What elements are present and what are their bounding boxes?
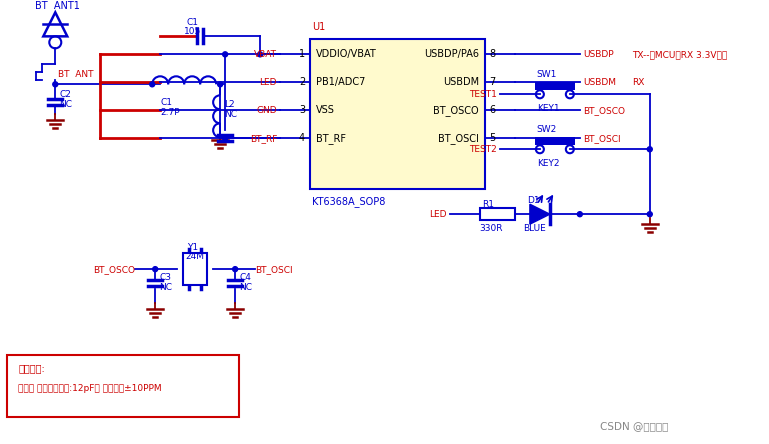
Bar xyxy=(480,208,515,220)
Text: 2: 2 xyxy=(299,77,305,87)
Circle shape xyxy=(223,136,228,141)
Text: Y1: Y1 xyxy=(187,243,198,252)
Text: SW2: SW2 xyxy=(537,125,557,134)
Text: VBAT: VBAT xyxy=(254,50,277,59)
Text: R1: R1 xyxy=(482,200,494,209)
Text: BT_OSCI: BT_OSCI xyxy=(255,265,293,274)
Text: 1: 1 xyxy=(299,49,305,59)
Text: VSS: VSS xyxy=(316,105,335,115)
Text: BT_RF: BT_RF xyxy=(250,134,277,143)
Text: BT  ANT: BT ANT xyxy=(58,70,94,79)
Text: C1: C1 xyxy=(186,18,198,27)
Text: 105: 105 xyxy=(184,27,201,36)
Text: 5: 5 xyxy=(489,133,495,143)
Circle shape xyxy=(647,212,652,217)
Text: CSDN @清月电子: CSDN @清月电子 xyxy=(600,421,668,431)
Text: BT_OSCO: BT_OSCO xyxy=(583,106,625,115)
Circle shape xyxy=(578,212,582,217)
Bar xyxy=(310,40,485,189)
Circle shape xyxy=(233,267,238,272)
Text: KT6368A_SOP8: KT6368A_SOP8 xyxy=(312,196,385,206)
Text: TX--接MCU的RX 3.3V电平: TX--接MCU的RX 3.3V电平 xyxy=(632,50,727,59)
Text: BT  ANT1: BT ANT1 xyxy=(35,1,80,12)
Text: SW1: SW1 xyxy=(537,70,558,79)
Text: C2: C2 xyxy=(59,90,72,99)
Text: VDDIO/VBAT: VDDIO/VBAT xyxy=(316,49,377,59)
Text: 6: 6 xyxy=(489,105,495,115)
Text: NC: NC xyxy=(239,283,252,292)
Circle shape xyxy=(223,52,228,57)
Circle shape xyxy=(647,147,652,152)
Text: BT_OSCI: BT_OSCI xyxy=(438,133,479,144)
Text: KEY1: KEY1 xyxy=(537,104,560,113)
Bar xyxy=(183,253,207,285)
Text: D1: D1 xyxy=(527,196,540,205)
Text: 24M: 24M xyxy=(185,252,205,261)
Text: 8: 8 xyxy=(489,49,495,59)
Circle shape xyxy=(258,52,262,57)
Text: LED: LED xyxy=(429,210,447,219)
Text: 3: 3 xyxy=(299,105,305,115)
Circle shape xyxy=(150,82,155,87)
Text: BLUE: BLUE xyxy=(523,224,546,233)
Polygon shape xyxy=(530,204,550,224)
Text: 7: 7 xyxy=(489,77,495,87)
Text: BT_OSCO: BT_OSCO xyxy=(433,105,479,116)
Text: 4: 4 xyxy=(299,133,305,143)
Text: C3: C3 xyxy=(159,273,171,281)
Text: BT_OSCO: BT_OSCO xyxy=(93,265,135,274)
Circle shape xyxy=(218,82,223,87)
Text: USBDM: USBDM xyxy=(443,77,479,87)
Circle shape xyxy=(153,267,158,272)
Text: BT_OSCI: BT_OSCI xyxy=(583,134,621,143)
Text: NC: NC xyxy=(59,100,72,109)
Text: 2.7P: 2.7P xyxy=(160,108,180,117)
Text: USBDM: USBDM xyxy=(583,78,616,87)
Text: USBDP/PA6: USBDP/PA6 xyxy=(424,49,479,59)
Text: PB1/ADC7: PB1/ADC7 xyxy=(316,77,365,87)
Text: C4: C4 xyxy=(239,273,251,281)
Circle shape xyxy=(53,82,58,87)
Text: L2: L2 xyxy=(224,100,235,109)
Text: KEY2: KEY2 xyxy=(537,159,559,168)
Text: NC: NC xyxy=(159,283,172,292)
Text: C1: C1 xyxy=(160,98,172,107)
Text: TEST2: TEST2 xyxy=(469,145,497,154)
Text: GND: GND xyxy=(257,106,277,115)
Text: BT_RF: BT_RF xyxy=(316,133,346,144)
Text: USBDP: USBDP xyxy=(583,50,614,59)
Text: 晶振选型:: 晶振选型: xyxy=(18,363,45,373)
Text: NC: NC xyxy=(224,110,237,119)
Bar xyxy=(535,82,575,90)
Text: LED: LED xyxy=(260,78,277,87)
Text: U1: U1 xyxy=(312,22,325,32)
Text: RX: RX xyxy=(632,78,644,87)
Text: 330R: 330R xyxy=(479,224,502,233)
FancyBboxPatch shape xyxy=(8,355,239,417)
Bar xyxy=(535,137,575,145)
Text: 要求： 负载电容要求:12pF； 频率偏差±10PPM: 要求： 负载电容要求:12pF； 频率偏差±10PPM xyxy=(18,384,162,392)
Text: TEST1: TEST1 xyxy=(469,90,497,99)
